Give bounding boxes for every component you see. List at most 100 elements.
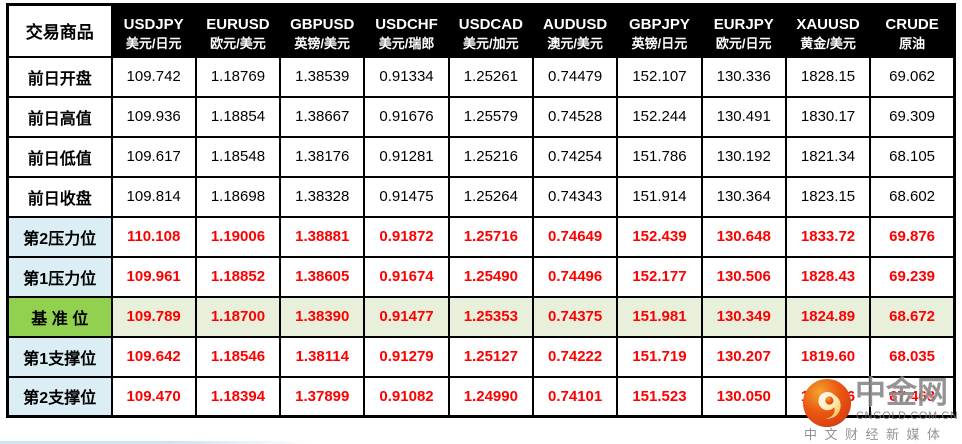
row-label: 第2压力位 — [6, 215, 113, 258]
value-cell: 0.91281 — [363, 135, 450, 178]
value-cell: 69.239 — [869, 255, 956, 298]
value-cell: 1.19006 — [194, 215, 282, 258]
value-cell: 0.91279 — [363, 335, 450, 378]
value-cell: 0.91475 — [363, 175, 450, 218]
value-cell: 0.74343 — [531, 175, 619, 218]
watermark-tagline-text: 中文财经新媒体 — [804, 427, 948, 442]
value-cell: 0.74479 — [531, 55, 619, 98]
value-cell: 1.25716 — [447, 215, 534, 258]
pair-code: GBPJPY — [629, 15, 690, 33]
pair-name: 美元/瑞郎 — [378, 35, 435, 51]
table-body: 前日开盘 109.742 1.18769 1.38539 0.91334 1.25261 0… — [6, 55, 956, 418]
value-cell: 151.523 — [616, 375, 703, 418]
value-cell: 151.719 — [616, 335, 703, 378]
table-row: 前日高值 109.936 1.18854 1.38667 0.91676 1.25579 0… — [6, 95, 956, 138]
row-label: 第1压力位 — [6, 255, 113, 298]
value-cell: 109.642 — [110, 335, 197, 378]
value-cell: 1.18546 — [194, 335, 282, 378]
value-cell: 0.74254 — [531, 135, 619, 178]
value-cell: 130.336 — [700, 55, 787, 98]
value-cell: 1.38328 — [279, 175, 366, 218]
value-cell: 1828.15 — [784, 55, 872, 98]
value-cell: 109.814 — [110, 175, 197, 218]
value-cell: 69.062 — [869, 55, 956, 98]
value-cell: 1.25579 — [447, 95, 534, 138]
table-row: 前日开盘 109.742 1.18769 1.38539 0.91334 1.25261 0… — [6, 55, 956, 98]
value-cell: 1.38176 — [279, 135, 366, 178]
bottom-edge-artifact — [0, 441, 310, 444]
table-row: 第2支撑位 109.470 1.18394 1.37899 0.91082 1.24990… — [6, 375, 956, 418]
value-cell: 151.914 — [616, 175, 703, 218]
value-cell: 1830.17 — [784, 95, 872, 138]
value-cell: 1824.89 — [784, 295, 872, 338]
value-cell: 0.91334 — [363, 55, 450, 98]
column-header-eurusd: EURUSD 欧元/美元 — [194, 3, 282, 58]
value-cell: 1816.06 — [784, 375, 872, 418]
pair-code: XAUUSD — [796, 15, 860, 33]
value-cell: 1823.15 — [784, 175, 872, 218]
pair-name: 澳元/美元 — [547, 35, 603, 51]
value-cell: 0.74649 — [531, 215, 619, 258]
value-cell: 0.91082 — [363, 375, 450, 418]
value-cell: 1.25353 — [447, 295, 534, 338]
column-header-usdchf: USDCHF 美元/瑞郎 — [363, 3, 450, 58]
value-cell: 109.961 — [110, 255, 197, 298]
value-cell: 68.672 — [869, 295, 956, 338]
row-label: 前日收盘 — [6, 175, 113, 218]
row-label: 基 准 位 — [6, 295, 113, 338]
value-cell: 110.108 — [110, 215, 197, 258]
value-cell: 0.91674 — [363, 255, 450, 298]
value-cell: 130.491 — [700, 95, 787, 138]
pair-name: 欧元/日元 — [715, 35, 772, 51]
value-cell: 130.506 — [700, 255, 787, 298]
value-cell: 1.18854 — [194, 95, 282, 138]
value-cell: 0.91676 — [363, 95, 450, 138]
value-cell: 0.74101 — [531, 375, 619, 418]
value-cell: 0.74528 — [531, 95, 619, 138]
pair-code: AUDUSD — [543, 15, 608, 33]
value-cell: 0.74222 — [531, 335, 619, 378]
value-cell: 69.309 — [869, 95, 956, 138]
value-cell: 1.24990 — [447, 375, 534, 418]
column-header-crude: CRUDE 原油 — [869, 3, 956, 58]
table-row: 第1压力位 109.961 1.18852 1.38605 0.91674 1.25490… — [6, 255, 956, 298]
value-cell: 152.177 — [616, 255, 703, 298]
value-cell: 68.602 — [869, 175, 956, 218]
value-cell: 1.38390 — [279, 295, 366, 338]
value-cell: 1.25216 — [447, 135, 534, 178]
value-cell: 109.742 — [110, 55, 197, 98]
value-cell: 109.936 — [110, 95, 197, 138]
value-cell: 109.789 — [110, 295, 197, 338]
pair-code: EURJPY — [713, 15, 774, 33]
value-cell: 1828.43 — [784, 255, 872, 298]
row-label: 前日高值 — [6, 95, 113, 138]
value-cell: 152.244 — [616, 95, 703, 138]
value-cell: 130.349 — [700, 295, 787, 338]
pair-code: USDJPY — [123, 15, 184, 33]
value-cell: 67.468 — [869, 375, 956, 418]
value-cell: 1819.60 — [784, 335, 872, 378]
value-cell: 1.25127 — [447, 335, 534, 378]
column-header-audusd: AUDUSD 澳元/美元 — [531, 3, 619, 58]
value-cell: 151.786 — [616, 135, 703, 178]
value-cell: 151.981 — [616, 295, 703, 338]
value-cell: 68.105 — [869, 135, 956, 178]
value-cell: 0.74375 — [531, 295, 619, 338]
value-cell: 130.207 — [700, 335, 787, 378]
pair-name: 原油 — [899, 35, 926, 51]
value-cell: 0.91477 — [363, 295, 450, 338]
value-cell: 1.25264 — [447, 175, 534, 218]
column-header-eurjpy: EURJPY 欧元/日元 — [700, 3, 787, 58]
pair-code: CRUDE — [885, 15, 939, 33]
pair-name: 美元/加元 — [463, 35, 519, 51]
value-cell: 1.38539 — [279, 55, 366, 98]
value-cell: 1.25261 — [447, 55, 534, 98]
value-cell: 109.617 — [110, 135, 197, 178]
value-cell: 1821.34 — [784, 135, 872, 178]
value-cell: 130.192 — [700, 135, 787, 178]
table-row: 第2压力位 110.108 1.19006 1.38881 0.91872 1.25716… — [6, 215, 956, 258]
row-label: 第1支撑位 — [6, 335, 113, 378]
value-cell: 0.91872 — [363, 215, 450, 258]
table-row: 前日低值 109.617 1.18548 1.38176 0.91281 1.25216 0… — [6, 135, 956, 178]
